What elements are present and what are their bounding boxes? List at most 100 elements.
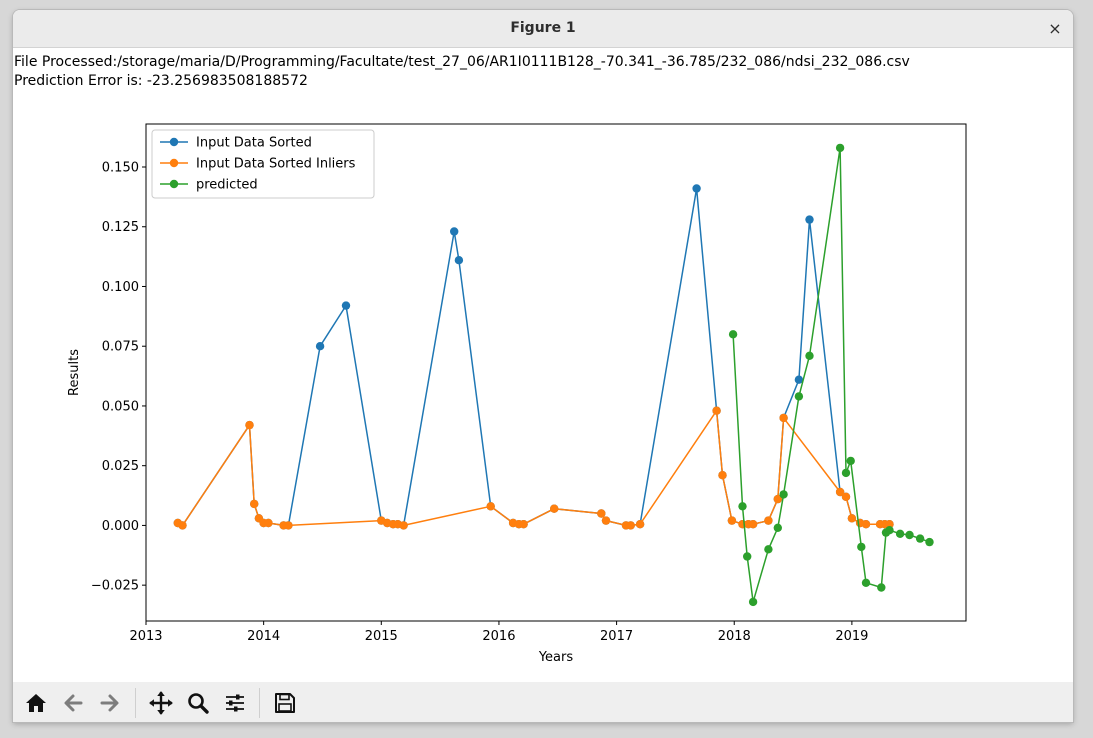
home-button[interactable] bbox=[21, 689, 51, 717]
data-point bbox=[805, 351, 814, 360]
data-point bbox=[178, 521, 187, 530]
legend-marker bbox=[169, 179, 179, 189]
figure-window: Figure 1 × 2013 2014 2015 2016 2017 2018 2019 −… bbox=[13, 10, 1073, 722]
back-button[interactable] bbox=[58, 689, 88, 717]
data-point bbox=[601, 516, 611, 525]
data-point bbox=[773, 523, 782, 532]
zoom-icon bbox=[188, 693, 209, 714]
chart: 2013 2014 2015 2016 2017 2018 2019 −0.025 0.000 0… bbox=[67, 123, 967, 665]
y-tick-label: 0.050 bbox=[102, 399, 139, 414]
data-point bbox=[794, 392, 804, 401]
legend-marker bbox=[169, 137, 179, 147]
y-tick-label: 0.000 bbox=[102, 519, 139, 534]
data-point bbox=[450, 227, 459, 236]
window-title: Figure 1 bbox=[510, 20, 576, 36]
data-point bbox=[738, 502, 747, 511]
save-icon bbox=[275, 693, 295, 713]
x-tick-label: 2018 bbox=[718, 629, 751, 644]
data-point bbox=[847, 514, 857, 523]
y-tick-label: 0.075 bbox=[102, 340, 139, 355]
y-tick-label: 0.025 bbox=[102, 459, 139, 474]
x-tick-label: 2015 bbox=[365, 629, 398, 644]
data-point bbox=[846, 456, 855, 466]
y-tick-label: 0.150 bbox=[102, 161, 139, 176]
x-axis-label: Years bbox=[538, 650, 574, 665]
save-button[interactable] bbox=[270, 689, 300, 717]
data-point bbox=[905, 530, 914, 540]
data-point bbox=[264, 518, 273, 528]
data-point bbox=[728, 330, 738, 339]
y-tick-label: 0.125 bbox=[102, 220, 139, 235]
data-point bbox=[712, 406, 721, 415]
data-point bbox=[915, 534, 925, 543]
data-point bbox=[895, 529, 905, 538]
y-axis-label: Results bbox=[67, 349, 82, 396]
data-point bbox=[773, 494, 782, 504]
data-point bbox=[885, 526, 894, 535]
pan-icon bbox=[149, 691, 173, 715]
data-point bbox=[718, 471, 727, 480]
data-point bbox=[841, 468, 851, 478]
data-point bbox=[597, 509, 606, 518]
back-arrow-icon bbox=[64, 694, 83, 712]
y-tick-label: −0.025 bbox=[91, 579, 139, 594]
forward-arrow-icon bbox=[100, 694, 119, 712]
data-point bbox=[743, 552, 752, 561]
data-point bbox=[250, 499, 259, 509]
x-tick-label: 2016 bbox=[482, 629, 515, 644]
data-point bbox=[861, 520, 871, 529]
data-point bbox=[727, 516, 737, 525]
plot-area bbox=[146, 124, 966, 621]
title-bar: Figure 1 × bbox=[13, 10, 1073, 48]
plot-frame bbox=[145, 123, 967, 622]
legend-entry: Input Data Sorted bbox=[196, 136, 312, 151]
data-point bbox=[550, 504, 559, 513]
navigation-toolbar bbox=[13, 682, 1073, 722]
legend-entry: predicted bbox=[196, 178, 258, 193]
data-point bbox=[454, 256, 464, 265]
data-point bbox=[764, 545, 773, 554]
toolbar-separator bbox=[135, 688, 136, 718]
data-point bbox=[245, 420, 254, 430]
data-point bbox=[779, 413, 788, 423]
zoom-button[interactable] bbox=[183, 689, 213, 717]
data-point bbox=[841, 492, 851, 501]
data-point bbox=[835, 487, 845, 497]
configure-subplots-icon bbox=[226, 694, 244, 712]
data-point bbox=[748, 597, 758, 607]
toolbar-separator bbox=[259, 688, 260, 718]
data-point bbox=[779, 490, 788, 499]
legend-entry: Input Data Sorted Inliers bbox=[196, 157, 356, 172]
pan-button[interactable] bbox=[146, 689, 176, 717]
home-icon bbox=[26, 694, 46, 712]
x-tick-label: 2013 bbox=[129, 629, 162, 644]
data-point bbox=[284, 521, 293, 530]
data-point bbox=[635, 520, 645, 529]
file-processed-text: File Processed:/storage/maria/D/Programm… bbox=[14, 54, 910, 70]
legend-box bbox=[151, 129, 375, 199]
y-tick-label: 0.100 bbox=[102, 280, 139, 295]
data-point bbox=[399, 521, 408, 530]
data-point bbox=[519, 520, 528, 529]
forward-button[interactable] bbox=[95, 689, 125, 717]
x-tick-label: 2014 bbox=[247, 629, 280, 644]
data-point bbox=[835, 143, 845, 153]
close-button[interactable]: × bbox=[1048, 19, 1062, 38]
data-point bbox=[861, 578, 871, 587]
configure-subplots-button[interactable] bbox=[220, 689, 250, 717]
data-point bbox=[857, 542, 866, 552]
x-tick-label: 2017 bbox=[600, 629, 633, 644]
x-tick-label: 2019 bbox=[835, 629, 868, 644]
data-point bbox=[626, 521, 635, 530]
data-point bbox=[692, 184, 701, 193]
data-point bbox=[885, 520, 894, 529]
info-text: File Processed:/storage/maria/D/Programm… bbox=[14, 53, 910, 91]
legend-marker bbox=[169, 158, 179, 168]
data-point bbox=[341, 301, 351, 310]
data-point bbox=[486, 502, 495, 511]
data-point bbox=[764, 516, 773, 525]
data-point bbox=[748, 520, 758, 529]
data-point bbox=[315, 342, 325, 351]
prediction-error-text: Prediction Error is: -23.256983508188572 bbox=[14, 73, 308, 89]
data-point bbox=[877, 583, 886, 592]
